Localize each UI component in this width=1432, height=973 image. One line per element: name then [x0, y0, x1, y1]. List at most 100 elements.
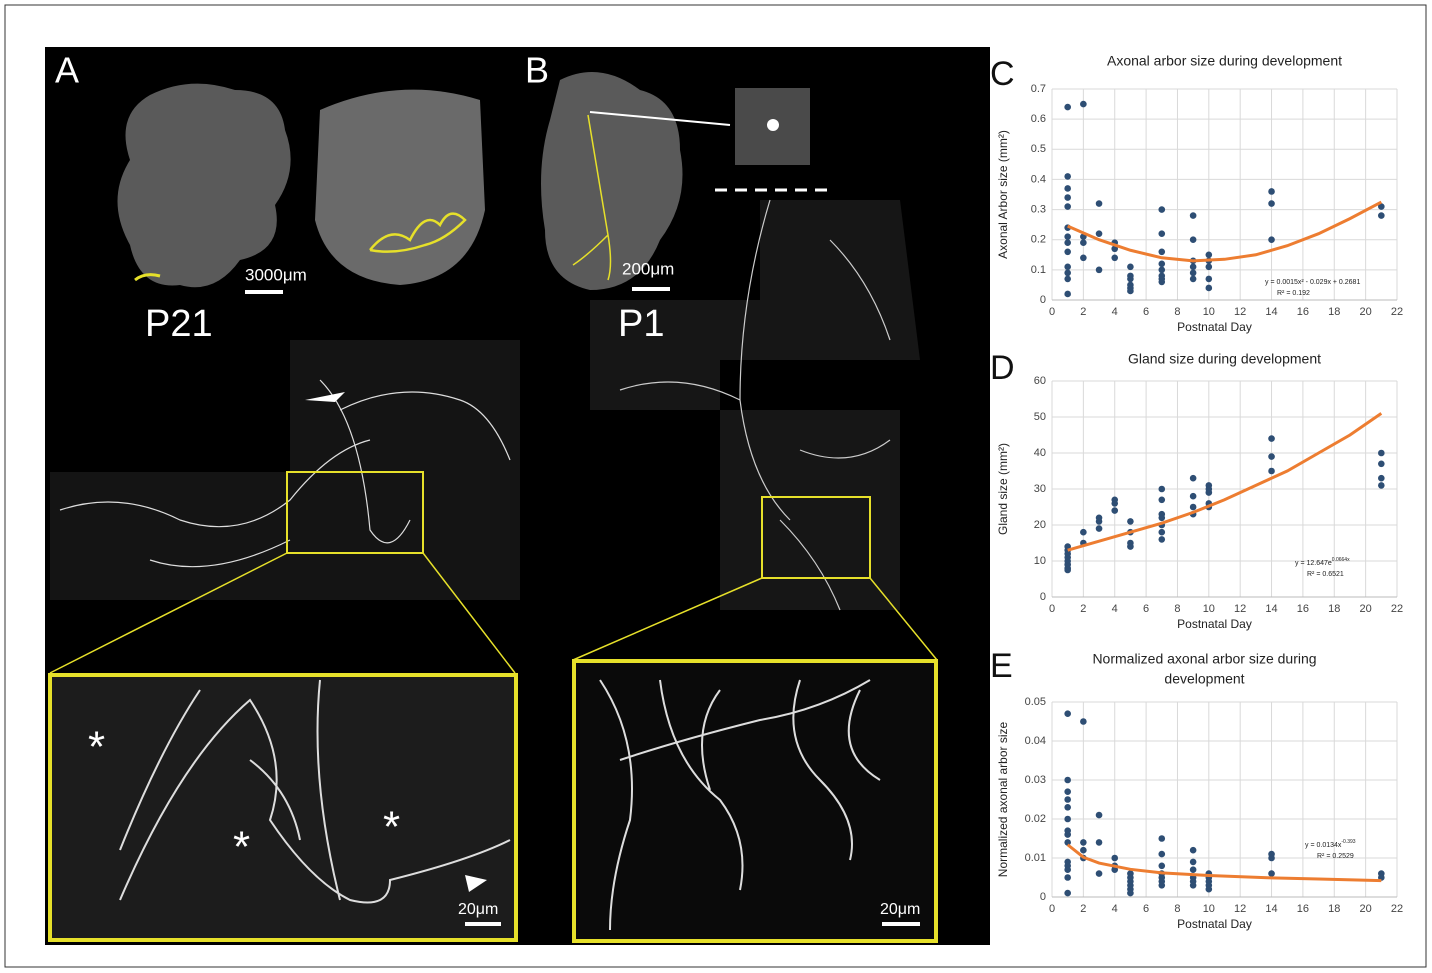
point [1378, 482, 1385, 489]
point [1095, 200, 1103, 207]
point [1080, 254, 1087, 262]
x-tick-label: 14 [1265, 306, 1277, 318]
x-tick-label: 4 [1112, 603, 1118, 615]
x-tick-label: 2 [1080, 903, 1086, 915]
point [1158, 206, 1166, 213]
point [1378, 474, 1385, 482]
point [1080, 846, 1087, 854]
point [1268, 435, 1275, 442]
y-axis-label: Axonal Arbor size (mm²) [996, 130, 1010, 259]
point [1268, 188, 1275, 195]
x-tick-label: 20 [1360, 603, 1372, 615]
arbor-trace [369, 212, 467, 253]
x-tick-label: 22 [1391, 306, 1403, 318]
point [1378, 203, 1385, 210]
zoom-line [49, 552, 516, 674]
y-tick-label: 50 [1034, 411, 1046, 423]
point [1268, 467, 1275, 475]
chart-title: development [1164, 671, 1244, 687]
chart-title: Axonal arbor size during development [1107, 53, 1342, 69]
point [1064, 290, 1071, 298]
point [1064, 839, 1071, 846]
x-axis-label: Postnatal Day [1177, 617, 1252, 631]
point [1189, 212, 1197, 219]
x-tick-label: 12 [1234, 306, 1246, 318]
point [1189, 492, 1197, 500]
x-tick-label: 22 [1391, 603, 1403, 615]
point [1064, 566, 1071, 574]
y-tick-label: 0 [1040, 591, 1046, 603]
point [1064, 866, 1071, 873]
y-tick-label: 0.1 [1031, 264, 1046, 276]
point [1205, 263, 1213, 271]
panel-label: D [990, 349, 1015, 387]
equation: y = 12.647e0.0664x [1295, 557, 1350, 567]
x-tick-label: 4 [1112, 306, 1118, 318]
x-tick-label: 10 [1203, 603, 1215, 615]
border [4, 4, 1427, 968]
point [1189, 236, 1197, 244]
r-squared: R² = 0.192 [1277, 290, 1310, 297]
x-axis-label: Postnatal Day [1177, 917, 1252, 931]
point [1064, 173, 1071, 180]
point [1158, 248, 1166, 256]
point [1158, 496, 1166, 504]
y-axis-label: Gland size (mm²) [996, 443, 1010, 535]
x-tick-label: 6 [1143, 903, 1149, 915]
x-tick-label: 16 [1297, 603, 1309, 615]
point [1111, 500, 1119, 507]
point [1268, 453, 1275, 460]
scale-bar [245, 290, 283, 294]
point [1064, 804, 1071, 811]
age-label: P21 [145, 303, 213, 345]
point [1064, 233, 1071, 240]
trendline [1067, 200, 1383, 263]
arrow [305, 392, 345, 402]
x-tick-label: 20 [1360, 903, 1372, 915]
arrowhead [465, 875, 487, 892]
point [1189, 275, 1197, 283]
x-tick-label: 10 [1203, 306, 1215, 318]
point [1268, 854, 1275, 862]
point [1080, 528, 1087, 536]
y-tick-label: 0.7 [1031, 83, 1046, 95]
y-tick-label: 30 [1034, 483, 1046, 495]
y-tick-label: 10 [1034, 555, 1046, 567]
x-tick-label: 0 [1049, 306, 1055, 318]
equation-exponent: -0.393 [1341, 839, 1355, 845]
roi-box [761, 496, 871, 579]
x-tick-label: 10 [1203, 903, 1215, 915]
point [1205, 885, 1213, 893]
y-tick-label: 60 [1034, 375, 1046, 387]
tile [590, 200, 920, 610]
x-tick-label: 18 [1328, 603, 1340, 615]
y-tick-label: 0.5 [1031, 143, 1046, 155]
point [1158, 862, 1166, 870]
y-tick-label: 0.02 [1025, 813, 1046, 825]
point [1158, 485, 1166, 493]
point [1095, 230, 1103, 237]
trendline [1066, 843, 1382, 883]
point [1080, 839, 1087, 846]
y-tick-label: 0 [1040, 891, 1046, 903]
point [1064, 776, 1071, 784]
r-squared: R² = 0.6521 [1307, 571, 1344, 578]
point [1095, 266, 1103, 274]
point [1205, 251, 1213, 259]
y-tick-label: 0.3 [1031, 203, 1046, 215]
x-tick-label: 16 [1297, 306, 1309, 318]
point [1080, 718, 1087, 725]
point [1158, 835, 1166, 842]
point [1064, 269, 1071, 277]
asterisk: * [383, 803, 400, 852]
point [1158, 528, 1166, 536]
r-squared: R² = 0.2529 [1317, 853, 1354, 860]
point [1158, 260, 1166, 268]
point [1064, 815, 1071, 823]
scale-bar [465, 922, 501, 926]
point [1378, 449, 1385, 457]
y-tick-label: 0.4 [1031, 173, 1046, 185]
scale-label: 20μm [880, 901, 920, 918]
point [1158, 514, 1166, 522]
y-tick-label: 0.05 [1025, 696, 1046, 708]
